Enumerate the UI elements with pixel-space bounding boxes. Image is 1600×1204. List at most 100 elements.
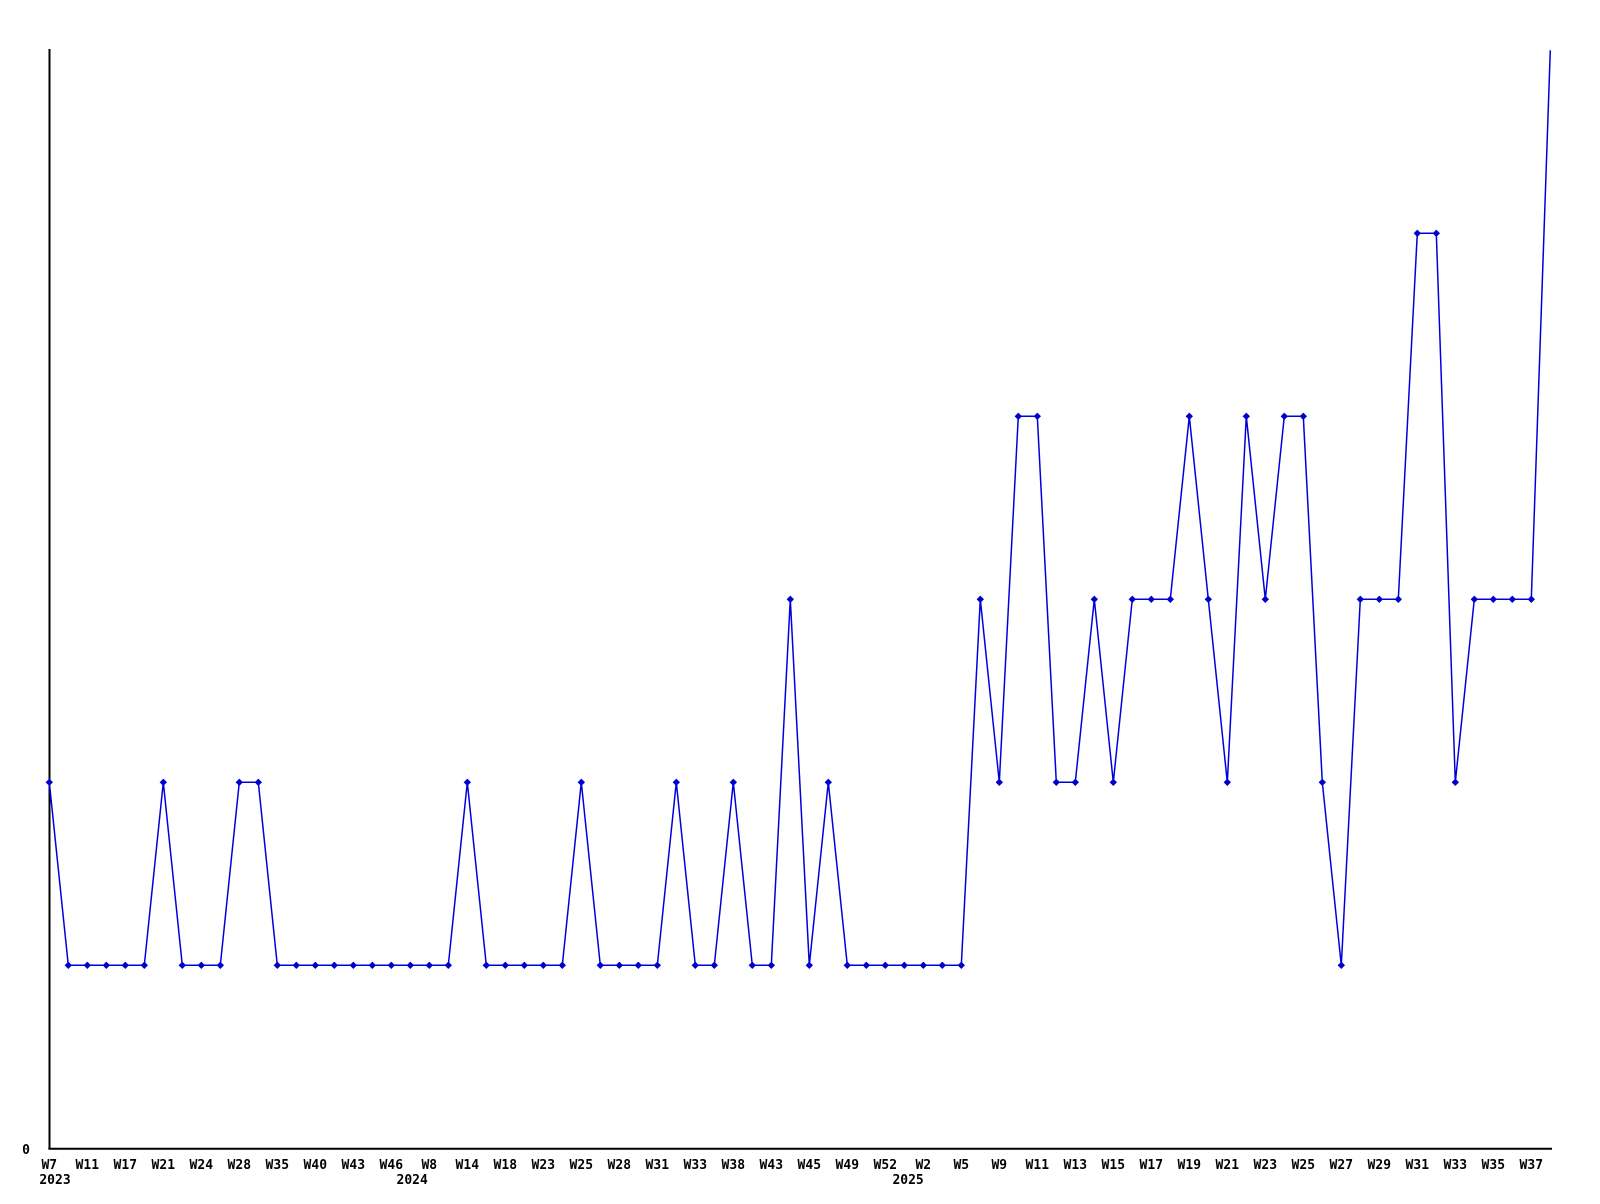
- x-tick-label: W37: [1520, 1158, 1543, 1173]
- x-tick-label: W7: [41, 1158, 57, 1173]
- data-point-marker: [520, 961, 529, 970]
- data-point-marker: [1489, 595, 1498, 604]
- data-point-marker: [691, 961, 700, 970]
- data-point-marker: [102, 961, 111, 970]
- data-point-marker: [596, 961, 605, 970]
- data-point-marker: [1090, 595, 1099, 604]
- year-label: 2024: [397, 1173, 428, 1188]
- x-tick-label: W43: [760, 1158, 783, 1173]
- x-tick-label: W28: [608, 1158, 632, 1173]
- data-point-marker: [1413, 229, 1422, 238]
- data-point-marker: [406, 961, 415, 970]
- data-point-marker: [254, 778, 263, 787]
- data-point-marker: [634, 961, 643, 970]
- data-point-marker: [1527, 595, 1536, 604]
- year-label: 2025: [892, 1173, 923, 1188]
- x-tick-label: W15: [1102, 1158, 1125, 1173]
- data-point-marker: [121, 961, 130, 970]
- data-point-marker: [577, 778, 586, 787]
- data-point-marker: [1337, 961, 1346, 970]
- x-tick-label: W25: [1292, 1158, 1315, 1173]
- data-point-marker: [64, 961, 73, 970]
- data-point-marker: [273, 961, 282, 970]
- x-tick-label: W27: [1330, 1158, 1353, 1173]
- x-tick-label: W35: [1482, 1158, 1505, 1173]
- data-point-marker: [330, 961, 339, 970]
- x-tick-label: W18: [494, 1158, 518, 1173]
- x-tick-label: W11: [76, 1158, 100, 1173]
- data-point-marker: [1185, 412, 1194, 421]
- data-point-marker: [995, 778, 1004, 787]
- data-point-marker: [558, 961, 567, 970]
- data-point-marker: [1166, 595, 1175, 604]
- data-point-marker: [748, 961, 757, 970]
- x-tick-label: W28: [228, 1158, 252, 1173]
- x-tick-label: W11: [1026, 1158, 1050, 1173]
- x-tick-label: W29: [1368, 1158, 1391, 1173]
- x-tick-label: W33: [684, 1158, 707, 1173]
- data-point-marker: [824, 778, 833, 787]
- x-tick-label: W49: [836, 1158, 859, 1173]
- data-point-marker: [45, 778, 54, 787]
- data-point-marker: [387, 961, 396, 970]
- data-point-marker: [444, 961, 453, 970]
- data-point-marker: [1223, 778, 1232, 787]
- x-tick-label: W23: [532, 1158, 555, 1173]
- x-tick-label: W38: [722, 1158, 746, 1173]
- data-point-marker: [1109, 778, 1118, 787]
- data-point-marker: [1299, 412, 1308, 421]
- x-tick-label: W52: [874, 1158, 897, 1173]
- data-point-marker: [957, 961, 966, 970]
- data-point-marker: [235, 778, 244, 787]
- data-point-marker: [1033, 412, 1042, 421]
- x-tick-label: W45: [798, 1158, 821, 1173]
- x-tick-label: W8: [421, 1158, 437, 1173]
- data-point-marker: [83, 961, 92, 970]
- x-tick-label: W46: [380, 1158, 404, 1173]
- x-tick-label: W31: [1406, 1158, 1430, 1173]
- data-point-marker: [919, 961, 928, 970]
- data-point-marker: [615, 961, 624, 970]
- data-point-marker: [729, 778, 738, 787]
- data-point-marker: [710, 961, 719, 970]
- x-tick-label: W43: [342, 1158, 365, 1173]
- data-point-marker: [178, 961, 187, 970]
- x-tick-label: W17: [1140, 1158, 1163, 1173]
- data-point-marker: [1394, 595, 1403, 604]
- data-point-marker: [539, 961, 548, 970]
- x-tick-label: W35: [266, 1158, 289, 1173]
- data-point-marker: [1451, 778, 1460, 787]
- x-tick-label: W2: [915, 1158, 931, 1173]
- data-point-marker: [1508, 595, 1517, 604]
- data-point-marker: [1204, 595, 1213, 604]
- data-point-marker: [672, 778, 681, 787]
- data-point-marker: [1356, 595, 1365, 604]
- x-tick-label: W33: [1444, 1158, 1467, 1173]
- data-point-marker: [311, 961, 320, 970]
- data-point-marker: [501, 961, 510, 970]
- data-point-marker: [1071, 778, 1080, 787]
- data-point-marker: [1242, 412, 1251, 421]
- x-tick-label: W24: [190, 1158, 214, 1173]
- data-point-marker: [1280, 412, 1289, 421]
- data-point-marker: [1128, 595, 1137, 604]
- data-point-marker: [1147, 595, 1156, 604]
- data-point-marker: [1052, 778, 1061, 787]
- data-point-marker: [976, 595, 985, 604]
- data-point-marker: [159, 778, 168, 787]
- data-point-marker: [1261, 595, 1270, 604]
- x-tick-label: W14: [456, 1158, 480, 1173]
- data-point-marker: [767, 961, 776, 970]
- data-point-marker: [843, 961, 852, 970]
- data-point-marker: [1375, 595, 1384, 604]
- data-point-marker: [1014, 412, 1023, 421]
- data-point-marker: [140, 961, 149, 970]
- x-tick-label: W9: [991, 1158, 1007, 1173]
- data-point-marker: [653, 961, 662, 970]
- data-point-marker: [786, 595, 795, 604]
- x-tick-label: W21: [1216, 1158, 1240, 1173]
- series-line: [48, 50, 1552, 967]
- data-point-marker: [197, 961, 206, 970]
- data-point-marker: [881, 961, 890, 970]
